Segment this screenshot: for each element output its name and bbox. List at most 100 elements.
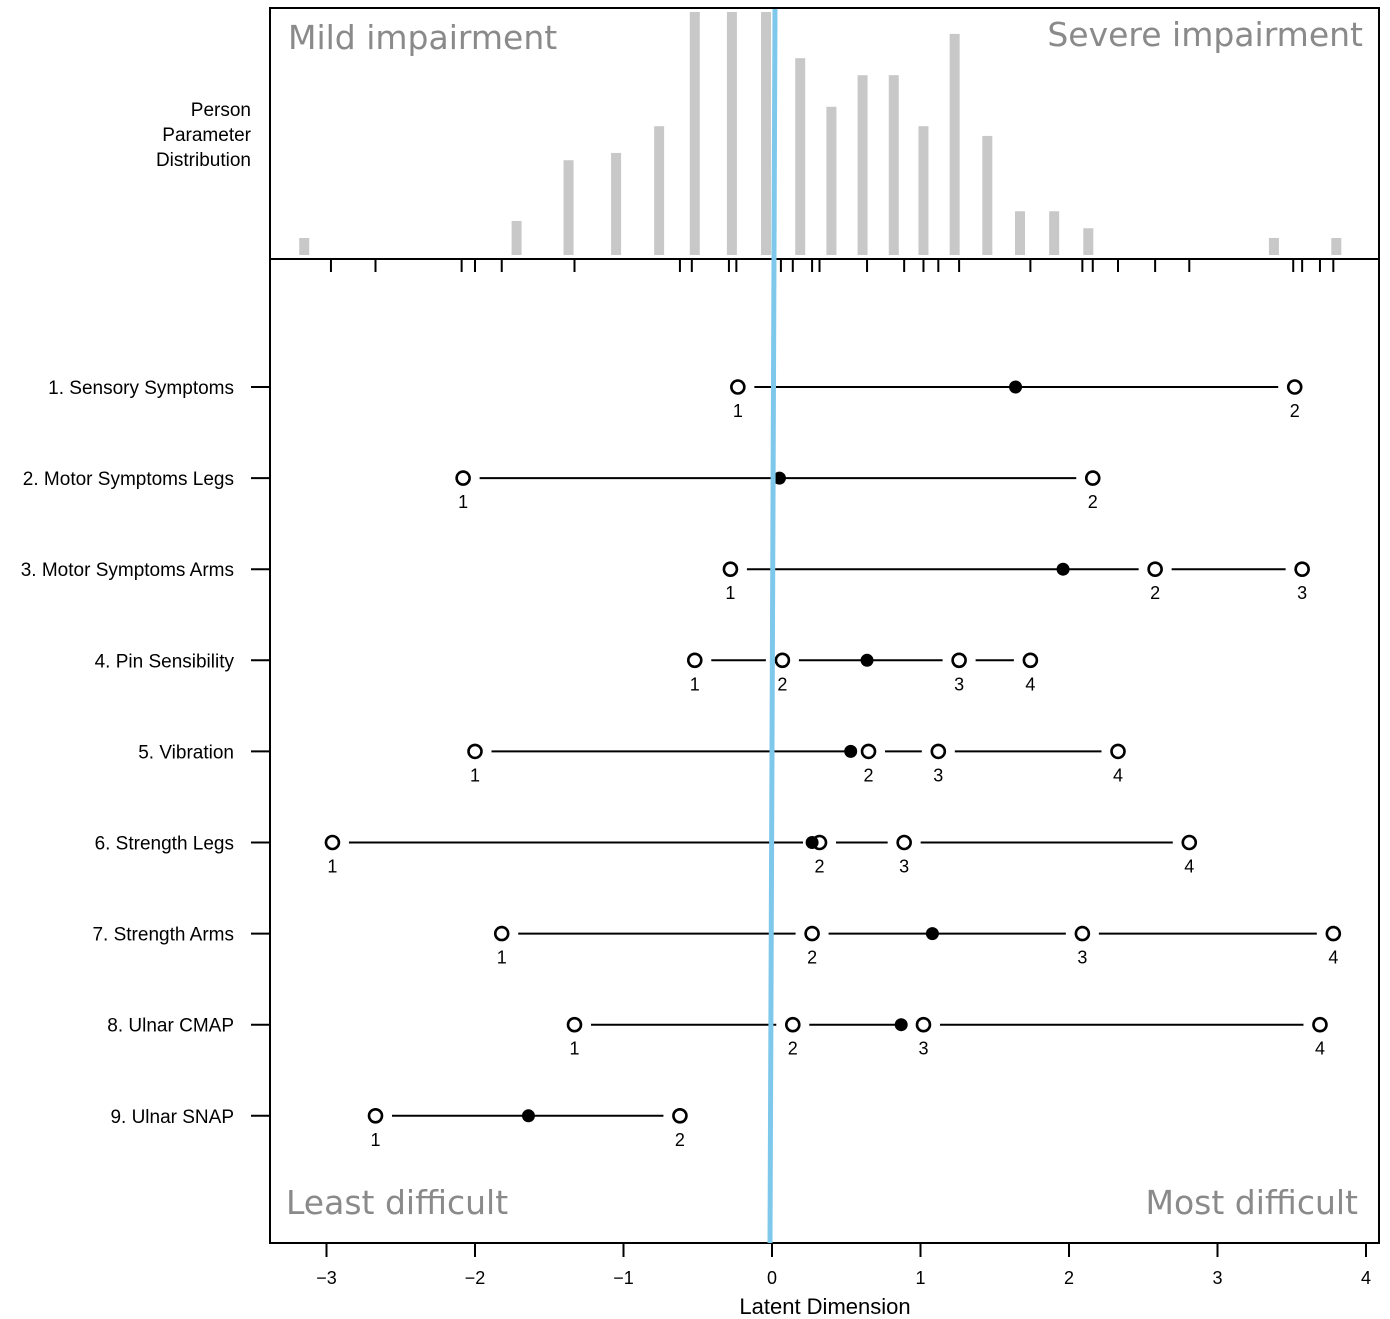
threshold-label: 3 — [954, 674, 964, 694]
threshold-point — [860, 743, 877, 760]
threshold-point — [1286, 379, 1303, 395]
threshold-label: 1 — [733, 401, 743, 421]
threshold-label: 4 — [1113, 765, 1123, 785]
threshold-point — [493, 925, 510, 942]
threshold-label: 4 — [1328, 948, 1338, 968]
threshold-point — [774, 652, 791, 669]
x-tick-label: 3 — [1212, 1268, 1222, 1288]
item-row-7: 7. Strength Arms 1 2 3 4 — [92, 925, 1342, 968]
threshold-point — [951, 652, 967, 669]
threshold-label: 2 — [1150, 583, 1160, 603]
histogram-bar-13 — [949, 33, 960, 256]
threshold-label: 2 — [1088, 492, 1098, 512]
threshold-point — [455, 470, 471, 486]
threshold-point — [324, 834, 341, 851]
item-location-point — [925, 927, 939, 941]
annotation-mild-impairment: Mild impairment — [288, 18, 557, 57]
threshold-label: 2 — [777, 674, 787, 694]
item-location-point — [1056, 562, 1070, 576]
histogram-bar-5 — [689, 12, 700, 255]
histogram-bar-15 — [1014, 211, 1025, 255]
threshold-label: 1 — [497, 948, 507, 968]
x-axis: −3 −2 −1 0 1 2 3 4 — [316, 1243, 1371, 1288]
item-row-6: 6. Strength Legs 1 2 3 4 — [95, 834, 1198, 877]
x-tick-label: 4 — [1361, 1268, 1371, 1288]
histogram-bar-11 — [888, 75, 899, 256]
threshold-label: 1 — [458, 492, 468, 512]
threshold-point — [784, 1016, 801, 1033]
item-location-point — [805, 836, 819, 849]
threshold-label: 2 — [864, 765, 874, 785]
threshold-label: 4 — [1315, 1039, 1325, 1059]
x-tick-label: 1 — [915, 1268, 925, 1288]
threshold-label: 2 — [788, 1039, 798, 1059]
x-axis-label: Latent Dimension — [739, 1294, 910, 1319]
item-label: 9. Ulnar SNAP — [110, 1107, 234, 1128]
threshold-point — [722, 561, 739, 578]
threshold-label: 2 — [815, 857, 825, 877]
histogram-bar-8 — [795, 58, 806, 255]
x-tick-label: 0 — [767, 1268, 777, 1288]
threshold-point — [1022, 652, 1039, 669]
histogram-bar-12 — [918, 126, 929, 256]
histogram-label: Person Parameter Distribution — [156, 100, 252, 171]
threshold-label: 2 — [807, 948, 817, 968]
histogram-bar-19 — [1331, 237, 1342, 255]
item-row-1: 1. Sensory Symptoms 1 2 — [48, 378, 1303, 421]
item-location-point — [521, 1109, 535, 1123]
histogram-bar-9 — [826, 106, 837, 256]
item-label: 6. Strength Legs — [95, 834, 234, 855]
item-row-9: 9. Ulnar SNAP 1 2 — [110, 1107, 688, 1150]
threshold-label: 1 — [569, 1039, 579, 1059]
x-tick-label: −3 — [316, 1268, 337, 1288]
threshold-point — [1181, 834, 1198, 851]
histogram-bar-16 — [1049, 211, 1060, 255]
threshold-point — [730, 379, 746, 395]
histogram-label-line-0: Person — [191, 100, 251, 121]
threshold-point — [804, 925, 820, 942]
threshold-label: 1 — [327, 857, 337, 877]
histogram-bar-14 — [982, 135, 993, 255]
threshold-point — [1084, 470, 1101, 486]
threshold-label: 2 — [1290, 401, 1300, 421]
threshold-point — [672, 1108, 688, 1124]
item-label: 5. Vibration — [138, 742, 234, 763]
item-row-5: 5. Vibration 1 2 3 4 — [138, 742, 1126, 785]
item-label: 4. Pin Sensibility — [95, 651, 235, 672]
histogram-bar-3 — [611, 152, 622, 255]
item-row-4: 4. Pin Sensibility 1 2 3 4 — [95, 651, 1039, 694]
item-location-point — [860, 653, 874, 667]
threshold-label: 4 — [1184, 857, 1194, 877]
histogram-bar-7 — [761, 12, 772, 255]
histogram-bar-6 — [726, 12, 737, 255]
item-location-point — [1009, 380, 1023, 394]
item-location-point — [894, 1018, 908, 1032]
item-location-point — [772, 471, 786, 485]
threshold-point — [367, 1108, 384, 1124]
item-label: 8. Ulnar CMAP — [107, 1016, 234, 1037]
histogram-bar-1 — [511, 220, 522, 255]
threshold-label: 1 — [725, 583, 735, 603]
item-location-point — [844, 744, 858, 758]
reference-line — [767, 8, 778, 1244]
threshold-point — [467, 743, 483, 760]
threshold-point — [915, 1016, 932, 1033]
threshold-label: 3 — [899, 857, 909, 877]
threshold-label: 1 — [370, 1130, 380, 1150]
x-tick-label: 2 — [1064, 1268, 1074, 1288]
histogram-bar-4 — [654, 126, 665, 256]
threshold-label: 3 — [933, 765, 943, 785]
item-row-3: 3. Motor Symptoms Arms 1 2 3 — [21, 560, 1310, 603]
histogram-bars — [299, 12, 1342, 256]
x-tick-label: −1 — [613, 1268, 634, 1288]
threshold-point — [686, 652, 703, 669]
threshold-ticks — [329, 259, 1335, 272]
threshold-label: 1 — [690, 674, 700, 694]
reference-line-group — [767, 8, 778, 1244]
threshold-point — [1294, 561, 1310, 578]
annotation-most-difficult: Most difficult — [1146, 1183, 1359, 1222]
annotation-least-difficult: Least difficult — [286, 1183, 508, 1222]
threshold-point — [1325, 925, 1342, 942]
histogram-bar-2 — [563, 160, 574, 255]
